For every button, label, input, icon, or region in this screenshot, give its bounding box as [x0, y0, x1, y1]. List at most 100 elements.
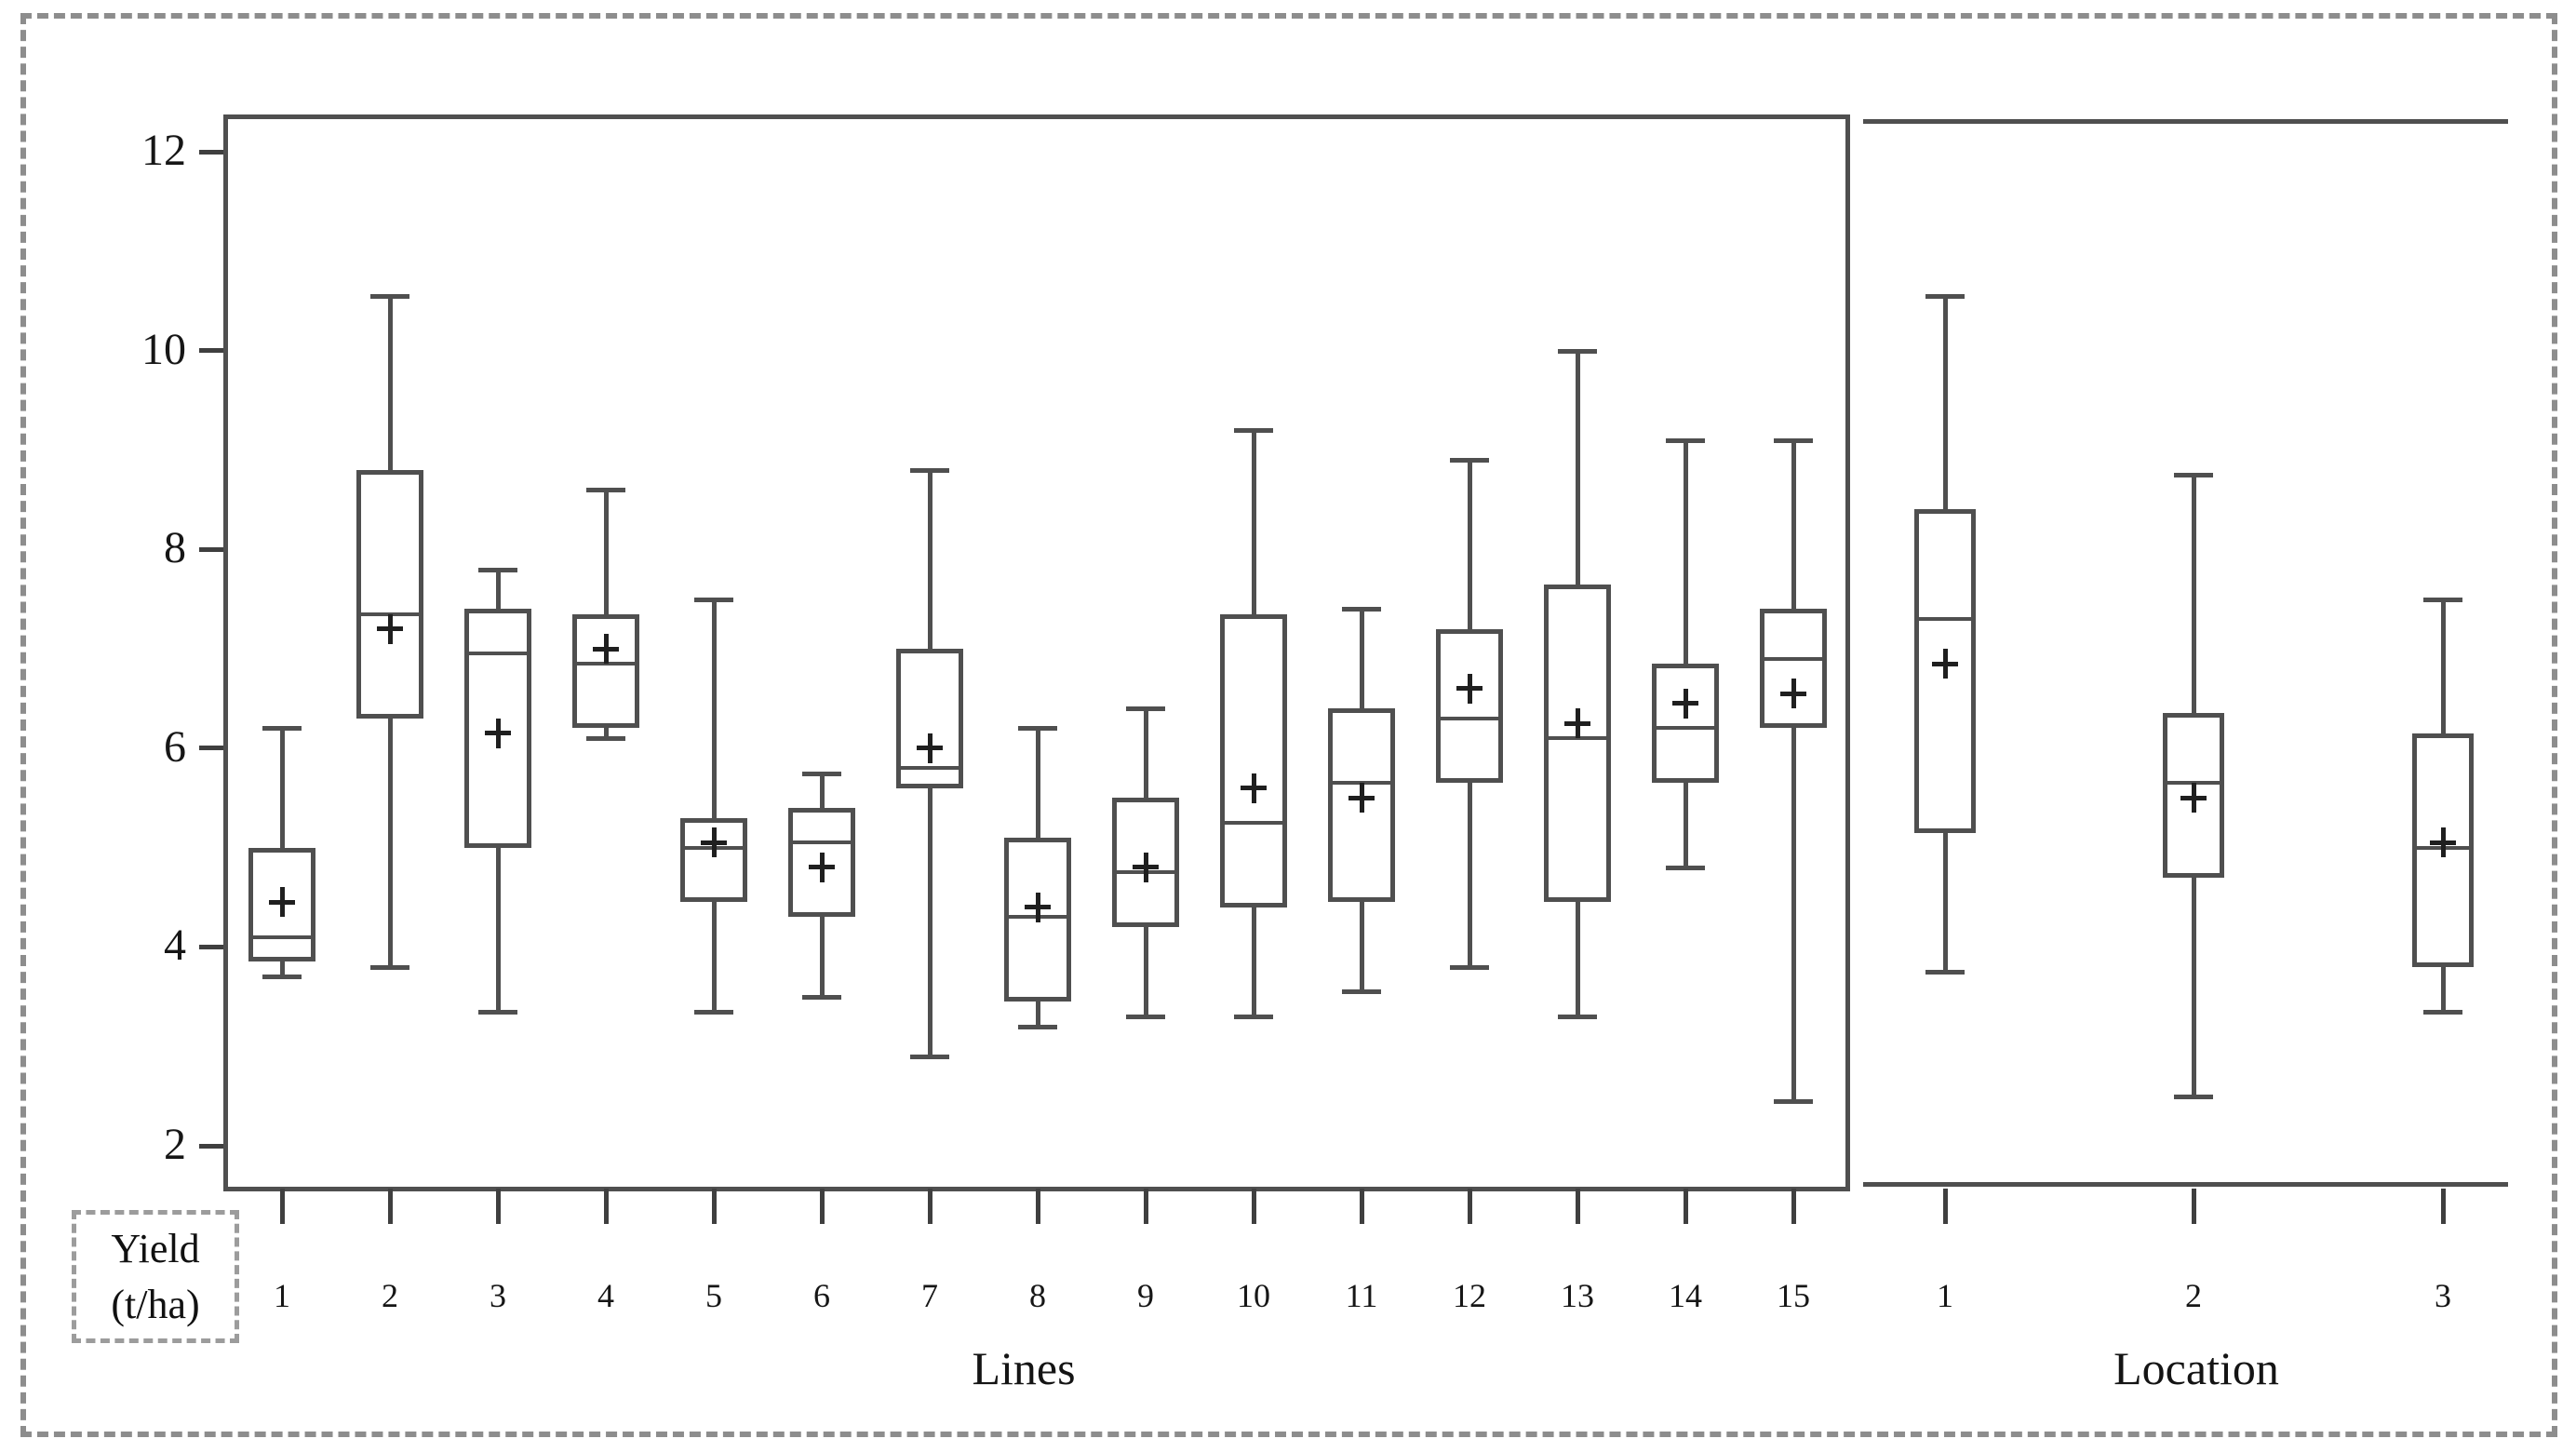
iqr-box [1652, 664, 1719, 784]
min-cap [802, 994, 841, 1000]
x-tick [819, 1189, 825, 1224]
max-cap [1342, 607, 1381, 612]
max-cap [262, 726, 302, 732]
x-tick [1143, 1189, 1148, 1224]
x-tick [1683, 1189, 1688, 1224]
mean-marker-v [2440, 827, 2446, 858]
min-cap [1450, 964, 1489, 970]
y-tick-label: 2 [164, 1120, 186, 1169]
mean-marker-v [1359, 783, 1364, 813]
upper-whisker [2440, 598, 2446, 733]
iqr-box [1220, 613, 1287, 908]
y-tick [199, 1143, 223, 1149]
min-cap [2174, 1094, 2213, 1099]
x-tick-label: 8 [1029, 1277, 1046, 1314]
y-tick-label: 6 [164, 721, 186, 772]
x-tick [1467, 1189, 1472, 1224]
median-line [1657, 726, 1714, 731]
x-tick [1035, 1189, 1040, 1224]
lower-whisker [1359, 902, 1364, 992]
lower-whisker [387, 718, 393, 967]
max-cap [370, 293, 409, 299]
x-tick [1575, 1189, 1580, 1224]
x-tick-label: 2 [382, 1277, 398, 1314]
mean-marker-v [2191, 783, 2196, 813]
upper-whisker [819, 773, 825, 808]
max-cap [1666, 437, 1705, 443]
lower-whisker [2191, 877, 2196, 1096]
upper-whisker [603, 490, 609, 614]
max-cap [1774, 437, 1813, 443]
max-cap [1925, 293, 1965, 299]
upper-whisker [1467, 460, 1472, 629]
location-panel-bottom-rule [1863, 1182, 2508, 1187]
mean-marker-v [1791, 679, 1796, 709]
upper-whisker [1251, 430, 1256, 614]
lower-whisker [819, 917, 825, 997]
x-tick-label: 3 [490, 1277, 506, 1314]
x-tick-label: 2 [2185, 1277, 2202, 1314]
max-cap [2174, 473, 2213, 478]
min-cap [1234, 1015, 1273, 1020]
lower-whisker [1143, 927, 1148, 1017]
min-cap [478, 1009, 517, 1015]
iqr-box [1760, 609, 1827, 729]
min-cap [1126, 1015, 1165, 1020]
median-line [1549, 736, 1606, 741]
upper-whisker [1791, 439, 1796, 610]
mean-marker-v [1143, 852, 1148, 882]
upper-whisker [1683, 439, 1688, 665]
lower-whisker [603, 728, 609, 739]
mean-marker-v [1942, 649, 1948, 679]
max-cap [1018, 726, 1057, 732]
x-tick [711, 1189, 717, 1224]
median-line [361, 612, 419, 616]
lower-whisker [711, 902, 717, 1012]
location-panel-top-rule [1863, 119, 2508, 124]
iqr-box [1436, 628, 1503, 784]
min-cap [262, 975, 302, 980]
x-tick [1791, 1189, 1796, 1224]
x-tick [1359, 1189, 1364, 1224]
max-cap [694, 597, 733, 602]
min-cap [1018, 1024, 1057, 1029]
y-tick-label: 10 [141, 324, 186, 374]
min-cap [1666, 865, 1705, 870]
upper-whisker [495, 569, 501, 610]
max-cap [1450, 458, 1489, 464]
median-line [577, 662, 635, 666]
median-line [469, 652, 527, 656]
upper-whisker [711, 598, 717, 818]
lower-whisker [279, 961, 285, 977]
mean-marker-v [1467, 673, 1472, 704]
x-tick [495, 1189, 501, 1224]
x-tick-label: 7 [921, 1277, 938, 1314]
x-tick-label: 4 [597, 1277, 614, 1314]
min-cap [1774, 1098, 1813, 1104]
lines-axis-title: Lines [972, 1342, 1076, 1394]
x-tick-label: 15 [1777, 1277, 1810, 1314]
median-line [2167, 781, 2220, 786]
upper-whisker [387, 295, 393, 470]
mean-marker-v [1035, 892, 1040, 922]
mean-marker-v [495, 718, 501, 748]
y-tick-label: 12 [141, 126, 186, 175]
min-cap [1925, 970, 1965, 975]
mean-marker-v [603, 634, 609, 664]
x-tick-label: 9 [1137, 1277, 1154, 1314]
x-tick [279, 1189, 285, 1224]
median-line [1333, 781, 1390, 786]
x-tick-label: 14 [1669, 1277, 1702, 1314]
x-tick [927, 1189, 932, 1224]
x-tick-label: 13 [1561, 1277, 1594, 1314]
x-tick [1942, 1189, 1948, 1224]
mean-marker-v [927, 733, 932, 763]
max-cap [586, 488, 625, 493]
y-axis-unit-label-box: Yield (t/ha) [72, 1210, 239, 1343]
x-tick-label: 11 [1345, 1277, 1378, 1314]
y-tick-label: 4 [164, 921, 186, 971]
lower-whisker [1791, 728, 1796, 1101]
lower-whisker [1467, 783, 1472, 967]
y-tick-label: 8 [164, 523, 186, 573]
min-cap [370, 964, 409, 970]
